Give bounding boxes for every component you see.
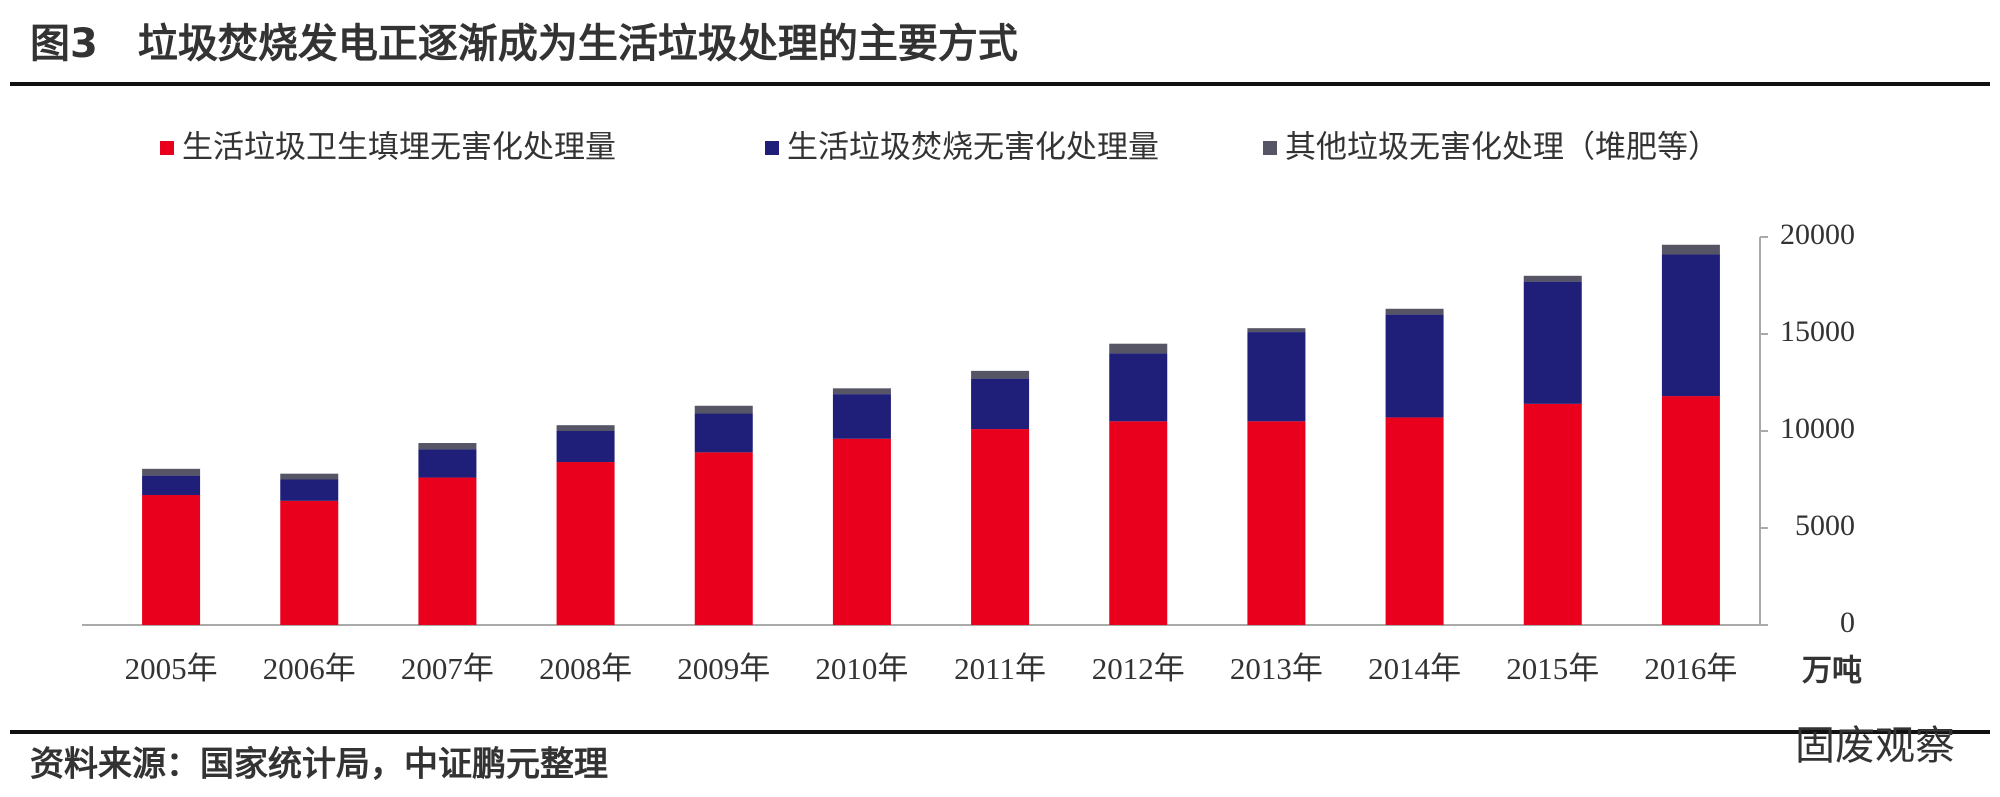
- bar-segment: [280, 479, 339, 501]
- bar-segment: [418, 449, 477, 478]
- bar-segment: [142, 468, 201, 476]
- x-tick-label: 2012年: [1092, 651, 1185, 686]
- y-axis-unit: 万吨: [1802, 654, 1862, 689]
- bar-segment: [556, 431, 615, 463]
- bar-segment: [1661, 396, 1720, 625]
- x-tick-label: 2015年: [1506, 651, 1599, 686]
- bar-segment: [1523, 403, 1582, 625]
- x-tick-label: 2006年: [263, 651, 356, 686]
- bar-segment: [832, 394, 891, 439]
- bar-segment: [1247, 332, 1306, 422]
- bar-segment: [1109, 353, 1168, 422]
- y-tick-label: 5000: [1795, 509, 1855, 542]
- y-tick-label: 15000: [1780, 315, 1855, 348]
- bar-segment: [694, 405, 753, 414]
- x-tick-label: 2008年: [539, 651, 632, 686]
- legend-swatch: [160, 141, 174, 155]
- bar-segment: [1661, 254, 1720, 397]
- bar-segment: [1661, 244, 1720, 255]
- y-tick-label: 10000: [1780, 412, 1855, 445]
- bar-segment: [418, 443, 477, 450]
- bar-segment: [556, 425, 615, 431]
- bar-segment: [280, 473, 339, 480]
- bar-segment: [1385, 417, 1444, 625]
- watermark: 固废观察: [1795, 723, 1955, 769]
- x-tick-label: 2009年: [677, 651, 770, 686]
- bar-segment: [280, 500, 339, 625]
- bar-segment: [1523, 281, 1582, 404]
- y-tick-label: 20000: [1780, 218, 1855, 251]
- bar-segment: [1247, 328, 1306, 333]
- legend-label: 生活垃圾焚烧无害化处理量: [787, 130, 1159, 166]
- x-tick-label: 2011年: [954, 651, 1046, 686]
- bar-segment: [971, 378, 1030, 430]
- bar-segment: [694, 452, 753, 625]
- x-tick-label: 2014年: [1368, 651, 1461, 686]
- x-tick-label: 2013年: [1230, 651, 1323, 686]
- bar-segment: [1109, 343, 1168, 354]
- x-tick-label: 2007年: [401, 651, 494, 686]
- chart-title: 图3 垃圾焚烧发电正逐渐成为生活垃圾处理的主要方式: [30, 21, 1018, 67]
- x-tick-label: 2005年: [125, 651, 218, 686]
- bar-segment: [971, 370, 1030, 379]
- bar-segment: [142, 475, 201, 496]
- bar-segment: [1247, 421, 1306, 625]
- source-note: 资料来源：国家统计局，中证鹏元整理: [30, 745, 608, 785]
- x-tick-label: 2010年: [815, 651, 908, 686]
- bar-segment: [142, 495, 201, 625]
- bar-segment: [418, 477, 477, 625]
- bar-segment: [832, 438, 891, 625]
- bar-segment: [556, 462, 615, 625]
- legend-swatch: [765, 141, 779, 155]
- legend-label: 生活垃圾卫生填埋无害化处理量: [182, 130, 616, 166]
- bar-segment: [694, 413, 753, 453]
- bar-segment: [1385, 308, 1444, 315]
- bar-segment: [1109, 421, 1168, 625]
- bar-segment: [1523, 275, 1582, 282]
- y-tick-label: 0: [1840, 606, 1855, 639]
- x-tick-label: 2016年: [1644, 651, 1737, 686]
- bar-segment: [832, 388, 891, 395]
- legend-label: 其他垃圾无害化处理（堆肥等）: [1285, 130, 1719, 166]
- bar-segment: [1385, 314, 1444, 418]
- legend-swatch: [1263, 141, 1277, 155]
- bar-segment: [971, 429, 1030, 625]
